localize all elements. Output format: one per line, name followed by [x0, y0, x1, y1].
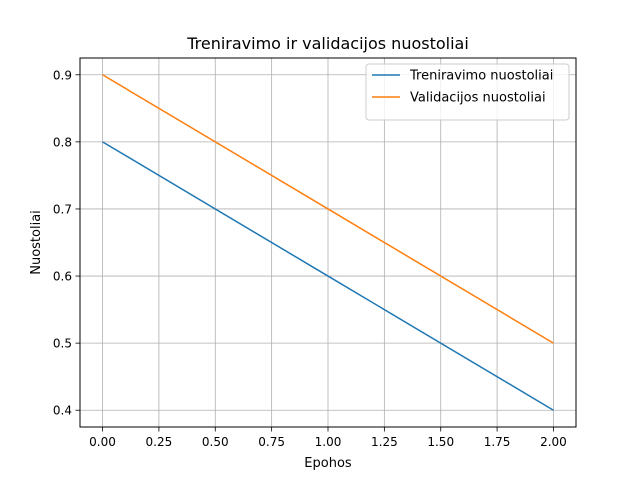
series-line-1: [102, 141, 554, 411]
x-tick-label: 0.50: [202, 435, 229, 449]
x-tick-label: 2.00: [540, 435, 567, 449]
x-tick-label: 1.75: [484, 435, 511, 449]
x-tick-label: 1.25: [371, 435, 398, 449]
legend: Treniravimo nuostoliai Validacijos nuosto…: [365, 63, 570, 121]
x-tick-label: 0.75: [258, 435, 285, 449]
y-tick-label: 0.6: [53, 270, 72, 284]
series-line-2: [102, 74, 554, 344]
legend-label: Treniravimo nuostoliai: [409, 69, 553, 84]
legend-box: [365, 63, 570, 121]
series-lines: [102, 74, 554, 411]
x-tick-label: 1.00: [315, 435, 342, 449]
y-axis: 0.4 0.5 0.6 0.7 0.8 0.9: [53, 68, 80, 418]
x-axis-label: Epohos: [304, 456, 352, 471]
x-tick-label: 1.50: [427, 435, 454, 449]
y-tick-label: 0.8: [53, 135, 72, 149]
y-tick-label: 0.4: [53, 404, 72, 418]
y-tick-label: 0.5: [53, 337, 72, 351]
y-tick-label: 0.7: [53, 202, 72, 216]
chart-title: Treniravimo ir validacijos nuostoliai: [186, 34, 469, 53]
x-tick-label: 0.00: [89, 435, 116, 449]
y-axis-label: Nuostoliai: [29, 210, 44, 275]
x-axis: 0.00 0.25 0.50 0.75 1.00 1.25 1.50 1.75 2.00: [89, 427, 567, 449]
legend-label: Validacijos nuostoliai: [410, 91, 546, 106]
y-tick-label: 0.9: [53, 68, 72, 82]
x-tick-label: 0.25: [146, 435, 173, 449]
